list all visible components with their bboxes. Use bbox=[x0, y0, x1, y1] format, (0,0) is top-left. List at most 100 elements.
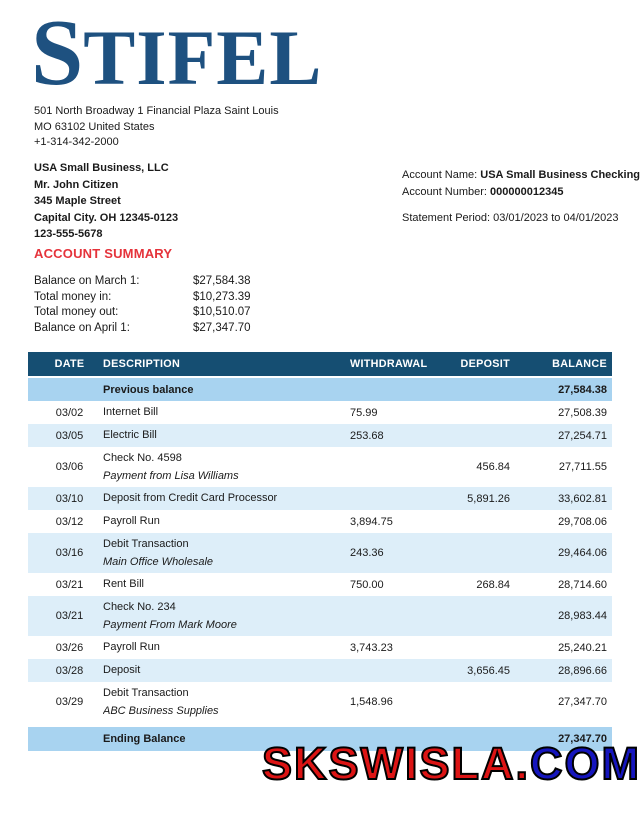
header-balance: BALANCE bbox=[552, 358, 607, 370]
account-name-line: Account Name: USA Small Business Checkin… bbox=[402, 167, 640, 184]
bank-address-line-2: MO 63102 United States bbox=[34, 120, 155, 133]
summary-row: Balance on April 1: $27,347.70 bbox=[34, 321, 251, 337]
watermark-site-text: SKSWISLA. bbox=[261, 738, 531, 789]
cell-description: Deposit bbox=[103, 664, 141, 676]
header-description: DESCRIPTION bbox=[103, 358, 181, 370]
cell-balance: 27,508.39 bbox=[558, 406, 607, 419]
header-date: DATE bbox=[54, 358, 85, 370]
cell-date: 03/16 bbox=[55, 547, 84, 559]
summary-value: $27,584.38 bbox=[193, 275, 251, 287]
summary-value: $10,510.07 bbox=[193, 306, 251, 318]
cell-deposit: 456.84 bbox=[476, 461, 510, 473]
cell-deposit: 268.84 bbox=[476, 578, 510, 591]
cell-balance: 28,714.60 bbox=[558, 578, 607, 591]
ending-balance-row: Ending Balance 27,347.70 bbox=[28, 727, 612, 751]
cell-description: Debit Transaction Main Office Wholesale bbox=[103, 537, 214, 568]
table-row: 03/12 Payroll Run 3,894.75 29,708.06 bbox=[28, 510, 612, 533]
cell-description: Check No. 234 Payment From Mark Moore bbox=[103, 600, 237, 631]
statement-period-value: 03/01/2023 to 04/01/2023 bbox=[493, 212, 619, 224]
cell-description: Internet Bill bbox=[103, 406, 159, 418]
bank-address-block: 501 North Broadway 1 Financial Plaza Sai… bbox=[34, 104, 279, 151]
cell-description: Deposit from Credit Card Processor bbox=[103, 492, 278, 504]
cell-date: 03/05 bbox=[55, 429, 84, 442]
table-row: 03/06 Check No. 4598 Payment from Lisa Wi… bbox=[28, 447, 612, 487]
cell-withdrawal: 750.00 bbox=[350, 578, 384, 591]
table-header-row: DATE DESCRIPTION WITHDRAWAL DEPOSIT BALA… bbox=[28, 352, 612, 378]
account-name-value: USA Small Business Checking bbox=[480, 169, 641, 181]
account-number-line: Account Number: 000000012345 bbox=[402, 184, 640, 201]
cell-date: 03/21 bbox=[55, 578, 84, 591]
summary-label: Balance on April 1: bbox=[34, 321, 130, 334]
account-number-value: 000000012345 bbox=[490, 185, 564, 198]
header-withdrawal: WITHDRAWAL bbox=[350, 358, 428, 370]
summary-value: $10,273.39 bbox=[193, 290, 251, 303]
account-summary-title: ACCOUNT SUMMARY bbox=[34, 246, 173, 261]
summary-row: Balance on March 1: $27,584.38 bbox=[34, 274, 251, 290]
previous-balance-row: Previous balance 27,584.38 bbox=[28, 378, 612, 401]
cell-date: 03/10 bbox=[55, 492, 84, 505]
table-row: 03/26 Payroll Run 3,743.23 25,240.21 bbox=[28, 636, 612, 659]
watermark-tld-text: COM bbox=[529, 738, 641, 789]
cell-withdrawal: 3,743.23 bbox=[350, 641, 393, 654]
previous-balance-value: 27,584.38 bbox=[558, 383, 607, 396]
customer-address-block: USA Small Business, LLC Mr. John Citizen… bbox=[34, 160, 178, 243]
cell-description: Payroll Run bbox=[103, 515, 160, 527]
summary-label: Balance on March 1: bbox=[34, 275, 140, 287]
cell-date: 03/28 bbox=[55, 664, 84, 677]
cell-deposit: 3,656.45 bbox=[467, 664, 510, 677]
cell-withdrawal: 75.99 bbox=[350, 406, 378, 419]
cell-balance: 28,983.44 bbox=[558, 610, 607, 622]
cell-withdrawal: 3,894.75 bbox=[350, 515, 393, 528]
cell-date: 03/02 bbox=[55, 406, 84, 419]
cell-balance: 33,602.81 bbox=[558, 492, 607, 505]
statement-period-line: Statement Period: 03/01/2023 to 04/01/20… bbox=[402, 210, 640, 227]
logo-rest: TIFEL bbox=[83, 14, 323, 101]
header-deposit: DEPOSIT bbox=[460, 358, 510, 370]
cell-withdrawal: 253.68 bbox=[350, 429, 384, 442]
table-row: 03/21 Check No. 234 Payment From Mark Moo… bbox=[28, 596, 612, 636]
cell-balance: 29,464.06 bbox=[558, 547, 607, 559]
summary-row: Total money in: $10,273.39 bbox=[34, 290, 251, 306]
table-row: 03/10 Deposit from Credit Card Processor… bbox=[28, 487, 612, 510]
account-number-label: Account Number: bbox=[402, 185, 487, 198]
account-name-label: Account Name: bbox=[402, 169, 478, 181]
cell-balance: 29,708.06 bbox=[558, 515, 607, 528]
cell-date: 03/26 bbox=[55, 641, 84, 654]
logo-initial: S bbox=[31, 1, 84, 105]
cell-date: 03/06 bbox=[55, 461, 84, 473]
cell-balance: 27,711.55 bbox=[558, 461, 607, 473]
summary-row: Total money out: $10,510.07 bbox=[34, 305, 251, 321]
cell-date: 03/21 bbox=[55, 610, 84, 622]
customer-name: USA Small Business, LLC bbox=[34, 162, 169, 174]
ending-balance-value: 27,347.70 bbox=[558, 733, 607, 745]
summary-value: $27,347.70 bbox=[193, 321, 251, 334]
previous-balance-label: Previous balance bbox=[103, 383, 194, 396]
customer-phone: 123-555-5678 bbox=[34, 228, 103, 240]
cell-deposit: 5,891.26 bbox=[467, 492, 510, 505]
cell-balance: 28,896.66 bbox=[558, 664, 607, 677]
transactions-table: DATE DESCRIPTION WITHDRAWAL DEPOSIT BALA… bbox=[28, 352, 612, 751]
table-row: 03/28 Deposit 3,656.45 28,896.66 bbox=[28, 659, 612, 682]
customer-contact: Mr. John Citizen bbox=[34, 178, 119, 191]
table-row: 03/29 Debit Transaction ABC Business Supp… bbox=[28, 682, 612, 722]
cell-description: Check No. 4598 Payment from Lisa Williams bbox=[103, 451, 239, 482]
table-row: 03/05 Electric Bill 253.68 27,254.71 bbox=[28, 424, 612, 447]
table-row: 03/21 Rent Bill 750.00 268.84 28,714.60 bbox=[28, 573, 612, 596]
bank-address-line-1: 501 North Broadway 1 Financial Plaza Sai… bbox=[34, 105, 279, 117]
statement-period-label: Statement Period: bbox=[402, 212, 491, 224]
cell-balance: 27,254.71 bbox=[558, 429, 607, 442]
customer-street: 345 Maple Street bbox=[34, 195, 121, 207]
bank-phone: +1-314-342-2000 bbox=[34, 136, 119, 148]
cell-balance: 25,240.21 bbox=[558, 641, 607, 654]
cell-description: Electric Bill bbox=[103, 429, 157, 441]
cell-balance: 27,347.70 bbox=[558, 696, 607, 708]
account-info-block: Account Name: USA Small Business Checkin… bbox=[402, 167, 640, 227]
cell-withdrawal: 243.36 bbox=[350, 547, 384, 559]
cell-date: 03/12 bbox=[55, 515, 84, 528]
cell-date: 03/29 bbox=[55, 696, 84, 708]
summary-label: Total money in: bbox=[34, 290, 112, 303]
cell-description: Rent Bill bbox=[103, 578, 144, 590]
cell-description: Payroll Run bbox=[103, 641, 160, 653]
account-summary-section: ACCOUNT SUMMARY Balance on March 1: $27,… bbox=[34, 246, 251, 336]
